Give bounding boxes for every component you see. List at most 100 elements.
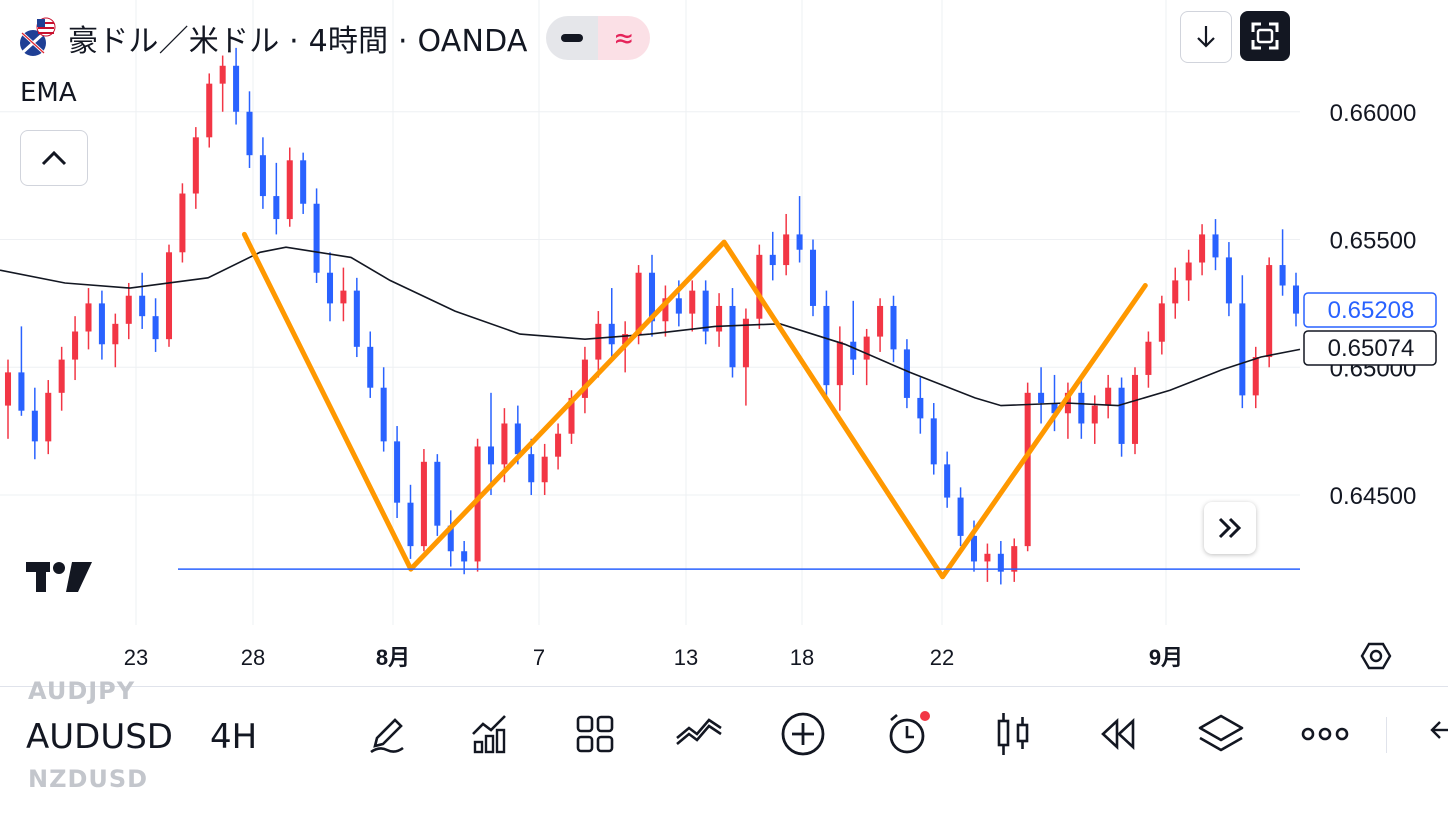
- last-price-label: 0.65208: [1303, 292, 1437, 328]
- y-tick-label: 0.65500: [1330, 228, 1417, 255]
- candle: [259, 137, 266, 209]
- y-tick-label: 0.66000: [1330, 100, 1417, 127]
- layers-icon[interactable]: [1196, 709, 1246, 759]
- candle: [648, 254, 656, 337]
- candle: [85, 288, 92, 350]
- fullscreen-button[interactable]: [1240, 11, 1290, 61]
- candle: [58, 346, 65, 411]
- last-price-value: 0.65208: [1328, 297, 1415, 324]
- pen-icon[interactable]: [362, 709, 412, 759]
- chart-mode-toggle[interactable]: ≈: [545, 16, 650, 60]
- candle: [206, 73, 213, 148]
- candle: [45, 380, 52, 455]
- candles-layer: [4, 47, 1300, 585]
- prev-symbol[interactable]: AUDJPY: [28, 677, 136, 705]
- candle: [702, 280, 709, 345]
- candle: [716, 293, 723, 347]
- ema-price-value: 0.65074: [1328, 335, 1415, 362]
- x-tick-label: 9月: [1149, 645, 1183, 670]
- x-tick-label: 22: [930, 645, 954, 670]
- candle: [340, 267, 347, 322]
- candle: [152, 298, 159, 352]
- scroll-to-realtime-button[interactable]: [1204, 502, 1256, 554]
- candle: [313, 188, 320, 283]
- candle: [1266, 257, 1273, 368]
- candle: [1185, 249, 1192, 301]
- zigzag-line: [241, 231, 1148, 580]
- candle: [944, 451, 951, 508]
- download-button[interactable]: [1180, 11, 1232, 63]
- indicator-label[interactable]: EMA: [20, 78, 77, 108]
- candle: [756, 244, 763, 329]
- candle: [528, 438, 535, 496]
- candle: [541, 443, 548, 496]
- candle: [98, 290, 105, 360]
- candle: [407, 484, 414, 559]
- candle: [72, 316, 79, 381]
- more-icon[interactable]: [1300, 709, 1350, 759]
- drawing-trend-icon[interactable]: [674, 709, 724, 759]
- symbol-title[interactable]: 豪ドル／米ドル · 4時間 · OANDA: [68, 24, 528, 59]
- bottom-toolbar: AUDJPY AUDUSD NZDUSD 4H: [0, 677, 1448, 816]
- candle: [447, 510, 454, 567]
- arrow-down-icon: [1197, 26, 1215, 48]
- candle: [380, 367, 387, 452]
- double-chevron-right-icon: [1218, 517, 1242, 539]
- toolbar-divider: [1386, 717, 1387, 753]
- flag-icon: [18, 17, 60, 59]
- chevron-up-icon: [41, 150, 67, 166]
- candle: [1131, 367, 1139, 455]
- ema-line: [0, 246, 1301, 407]
- tradingview-logo[interactable]: [26, 560, 92, 598]
- time-axis: 23 28 8月 7 13 18 22 9月: [124, 642, 1392, 670]
- candle: [420, 449, 427, 552]
- candle: [917, 377, 924, 434]
- arrow-left-icon[interactable]: [1428, 715, 1448, 753]
- timeframe-selector[interactable]: 4H: [210, 717, 258, 757]
- approx-icon[interactable]: ≈: [597, 16, 650, 60]
- candle: [1252, 346, 1259, 409]
- candle: [997, 541, 1004, 585]
- minus-icon[interactable]: [545, 16, 598, 60]
- x-tick-label: 13: [674, 645, 698, 670]
- replay-icon[interactable]: [1092, 709, 1142, 759]
- settings-icon[interactable]: [1360, 642, 1392, 670]
- next-symbol[interactable]: NZDUSD: [28, 765, 149, 793]
- candle: [112, 313, 119, 368]
- candle: [179, 183, 186, 263]
- layouts-icon[interactable]: [570, 709, 620, 759]
- chart-header[interactable]: 豪ドル／米ドル · 4時間 · OANDA ≈: [18, 16, 650, 60]
- candle: [246, 91, 253, 168]
- candle: [863, 328, 870, 386]
- chart-indicators-icon[interactable]: [466, 709, 516, 759]
- candle: [783, 213, 790, 276]
- candle: [957, 487, 964, 547]
- candle: [689, 280, 696, 332]
- symbol-selector[interactable]: AUDUSD: [26, 717, 173, 757]
- alert-icon[interactable]: [882, 709, 932, 759]
- candle: [1145, 331, 1152, 388]
- add-icon[interactable]: [778, 709, 828, 759]
- x-tick-label: 23: [124, 645, 148, 670]
- x-tick-label: 8月: [376, 645, 410, 670]
- candle: [1158, 295, 1165, 355]
- candle: [394, 426, 401, 519]
- candle: [930, 403, 937, 475]
- candle: [286, 147, 293, 227]
- candle: [1292, 272, 1300, 327]
- candle: [18, 326, 25, 416]
- candle: [1199, 224, 1206, 276]
- y-tick-label: 0.64500: [1330, 483, 1417, 510]
- candle: [31, 387, 38, 460]
- collapse-indicators-button[interactable]: [20, 130, 88, 186]
- candle: [850, 300, 857, 375]
- candle-style-icon[interactable]: [988, 709, 1038, 759]
- candle: [192, 127, 199, 209]
- candle: [823, 290, 830, 398]
- candle: [353, 277, 360, 358]
- candle: [139, 272, 146, 329]
- candle: [1225, 242, 1232, 317]
- candle: [1279, 229, 1286, 296]
- candle: [608, 288, 615, 358]
